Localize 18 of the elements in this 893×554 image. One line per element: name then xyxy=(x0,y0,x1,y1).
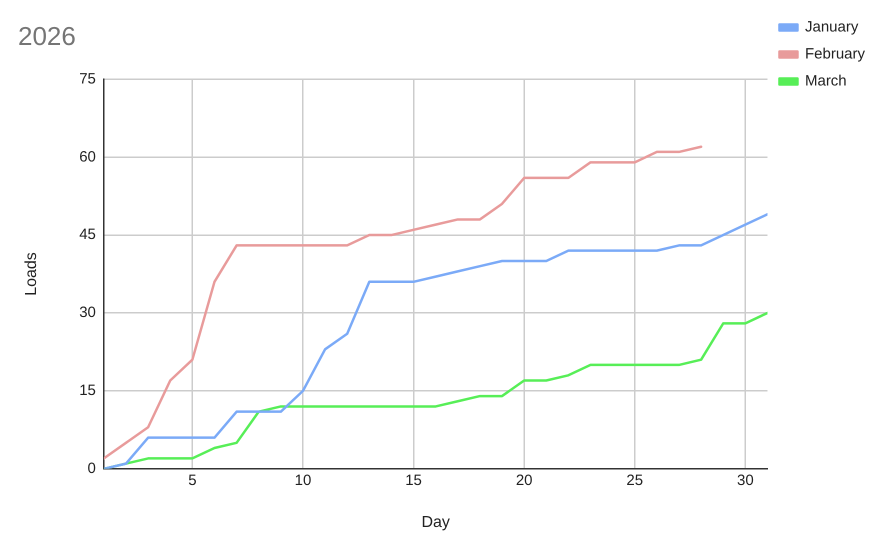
y-tick-label: 15 xyxy=(79,382,96,400)
x-tick-label: 30 xyxy=(737,472,754,489)
x-axis-title: Day xyxy=(421,514,450,531)
y-tick-label: 60 xyxy=(79,148,96,166)
y-tick-label: 0 xyxy=(88,460,96,477)
legend-label: January xyxy=(804,18,859,36)
y-tick-label: 30 xyxy=(79,304,96,322)
x-tick-label: 25 xyxy=(626,472,644,489)
y-axis-title: Loads xyxy=(23,252,40,296)
y-tick-label: 45 xyxy=(79,226,96,244)
legend-label: March xyxy=(804,72,847,90)
x-tick-label: 5 xyxy=(188,472,197,489)
x-tick-label: 10 xyxy=(294,472,312,489)
x-tick-label: 15 xyxy=(405,472,422,489)
x-tick-label: 20 xyxy=(516,472,533,489)
chart-title: 2026 xyxy=(18,20,76,51)
y-tick-label: 75 xyxy=(79,70,96,88)
legend-label: February xyxy=(804,46,866,63)
